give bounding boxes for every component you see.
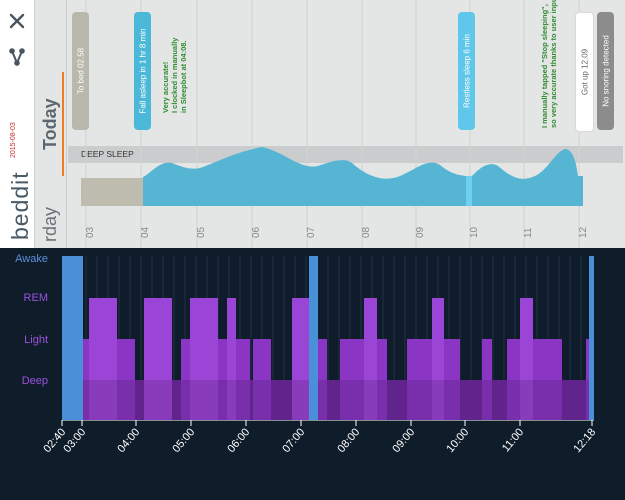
sleep-depth-area bbox=[143, 147, 466, 206]
hypnogram-segment-rem bbox=[432, 298, 444, 420]
hypnogram-segment-awake bbox=[589, 256, 594, 420]
sleepbot-hypnogram-panel: Awake REM Light Deep 02:40 03:00 04:00 05:0… bbox=[0, 248, 625, 500]
hour-tick-label: 06 bbox=[251, 226, 262, 238]
hypnogram-segment-deep bbox=[172, 380, 181, 420]
hypnogram-segment-rem bbox=[520, 298, 533, 420]
hypnogram-segment-awake bbox=[309, 256, 318, 420]
today-accent bbox=[62, 72, 64, 176]
hour-tick-label: 04 bbox=[140, 226, 151, 238]
level-label-awake: Awake bbox=[15, 253, 48, 265]
hypnogram-segment-deep bbox=[492, 380, 507, 420]
hypnogram-segment-rem bbox=[89, 298, 117, 420]
hypnogram-segment-deep bbox=[327, 380, 340, 420]
hour-tick-label: 05 bbox=[196, 226, 207, 238]
hypnogram-segment-light bbox=[318, 339, 327, 420]
level-label-light: Light bbox=[24, 334, 48, 346]
hypnogram-segment-light bbox=[507, 339, 520, 420]
hypnogram-segment-light bbox=[83, 339, 89, 420]
beddit-sleep-chart bbox=[81, 0, 583, 248]
deep-sleep-band: DEEP SLEEP bbox=[68, 146, 623, 163]
hypnogram-segment-light bbox=[377, 339, 387, 420]
awake-block bbox=[81, 178, 143, 206]
hypnogram-ticks bbox=[61, 420, 593, 426]
note-accurate-clock-in: Very accurate! I clocked in manually in … bbox=[161, 37, 188, 113]
hour-tick-label: 09 bbox=[415, 226, 426, 238]
hypnogram-segment-light bbox=[407, 339, 432, 420]
hour-tick-label: 07 bbox=[306, 226, 317, 238]
event-fall-asleep[interactable]: Fall asleep in 1 hr 8 min bbox=[134, 12, 151, 130]
hypnogram-segment-light bbox=[533, 339, 562, 420]
deep-sleep-label: DEEP SLEEP bbox=[81, 149, 134, 159]
hypnogram-segment-light bbox=[236, 339, 250, 420]
hypnogram-segment-light bbox=[444, 339, 460, 420]
hypnogram-segment-deep bbox=[460, 380, 482, 420]
close-icon[interactable] bbox=[6, 10, 28, 32]
hypnogram-segment-light bbox=[218, 339, 227, 420]
note-manual-stop: I manually tapped "Stop sleeping", so ve… bbox=[540, 0, 558, 128]
level-label-deep: Deep bbox=[22, 375, 48, 387]
hypnogram-segment-light bbox=[117, 339, 135, 420]
hypnogram-segment-deep bbox=[250, 380, 253, 420]
hour-tick-label: 08 bbox=[361, 226, 372, 238]
hypnogram-segment-light bbox=[482, 339, 492, 420]
event-restless-sleep[interactable]: Restless sleep 6 min bbox=[458, 12, 475, 130]
hypnogram-segment-deep bbox=[387, 380, 407, 420]
hypnogram-segment-deep bbox=[562, 380, 586, 420]
event-to-bed[interactable]: To bed 02.58 bbox=[72, 12, 89, 130]
event-no-snoring[interactable]: No snoring detected bbox=[597, 12, 614, 130]
level-label-rem: REM bbox=[24, 292, 48, 304]
hypnogram-segment-deep bbox=[271, 380, 292, 420]
hypnogram-segment-light bbox=[340, 339, 364, 420]
hypnogram-segment-rem bbox=[227, 298, 236, 420]
hour-tick-label: 03 bbox=[85, 226, 96, 238]
sidebar: beddit 2015-08-03 bbox=[0, 0, 35, 248]
hour-tick-label: 12 bbox=[578, 226, 589, 238]
hypnogram-segment-awake bbox=[62, 256, 83, 420]
share-icon[interactable] bbox=[6, 46, 28, 68]
hypnogram-bars bbox=[62, 256, 594, 420]
restless-marker bbox=[466, 176, 472, 206]
hour-gridlines bbox=[85, 0, 580, 248]
hour-tick-label: 10 bbox=[469, 226, 480, 238]
sleep-depth-area-2 bbox=[472, 149, 583, 206]
hypnogram-segment-rem bbox=[292, 298, 309, 420]
hypnogram-segment-rem bbox=[144, 298, 172, 420]
hypnogram-segment-light bbox=[586, 339, 589, 420]
hypnogram-segment-rem bbox=[364, 298, 377, 420]
beddit-panel: beddit 2015-08-03 Today rday DEEP SLEEP … bbox=[0, 0, 625, 248]
hypnogram-segment-light bbox=[253, 339, 271, 420]
hypnogram-segment-rem bbox=[190, 298, 218, 420]
hypnogram-segment-deep bbox=[135, 380, 144, 420]
hypnogram-segment-light bbox=[181, 339, 190, 420]
hour-tick-label: 11 bbox=[523, 227, 534, 238]
event-got-up[interactable]: Got up 12.09 bbox=[575, 12, 594, 132]
